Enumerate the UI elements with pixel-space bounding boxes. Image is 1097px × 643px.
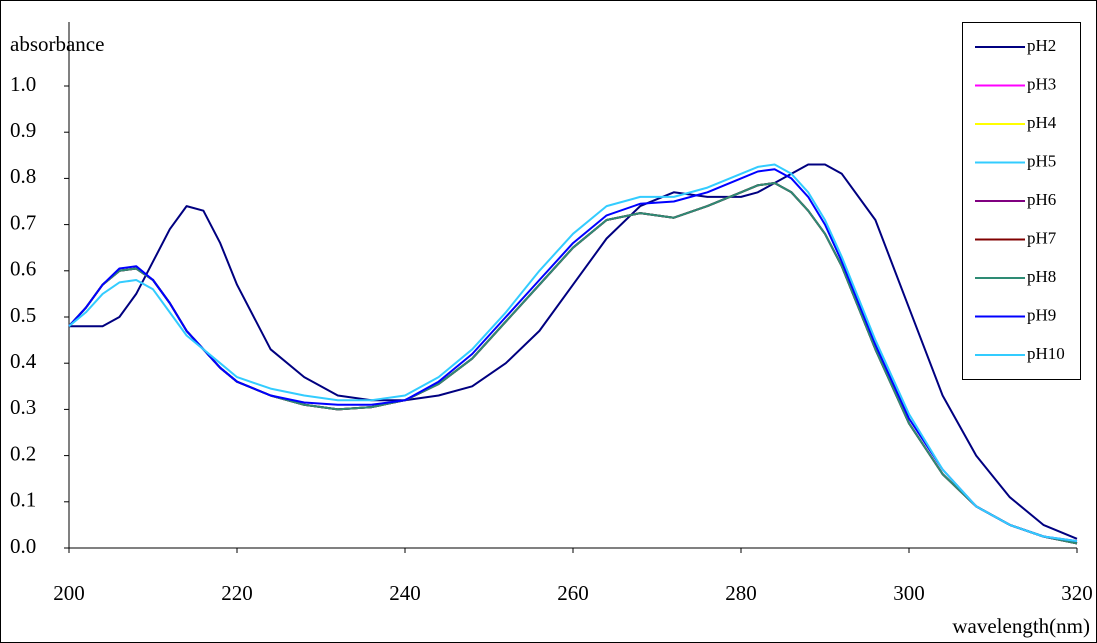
legend-label: pH8 bbox=[1027, 267, 1056, 286]
legend-label: pH9 bbox=[1027, 305, 1056, 324]
y-tick-label: 0.6 bbox=[10, 257, 36, 281]
y-tick-label: 0.8 bbox=[10, 164, 36, 188]
x-tick-label: 320 bbox=[1061, 581, 1093, 605]
x-tick-label: 260 bbox=[557, 581, 589, 605]
legend: pH2 pH3 pH4 pH5 pH6 pH7 pH8 pH9 pH10 bbox=[963, 23, 1081, 380]
legend-label: pH3 bbox=[1027, 74, 1056, 93]
x-tick-label: 220 bbox=[221, 581, 253, 605]
y-tick-label: 1.0 bbox=[10, 72, 36, 96]
y-tick-label: 0.4 bbox=[10, 349, 37, 373]
chart-border bbox=[1, 1, 1097, 643]
chart: absorbance wavelength(nm) 0.0 0.1 0.2 0.3 0.… bbox=[0, 0, 1097, 643]
x-tick-label: 240 bbox=[389, 581, 421, 605]
y-tick-label: 0.1 bbox=[10, 488, 36, 512]
y-tick-label: 0.2 bbox=[10, 441, 36, 465]
y-tick-label: 0.5 bbox=[10, 303, 36, 327]
y-tick-label: 0.9 bbox=[10, 118, 36, 142]
legend-label: pH7 bbox=[1027, 228, 1057, 247]
x-tick-label: 200 bbox=[53, 581, 85, 605]
legend-label: pH6 bbox=[1027, 190, 1056, 209]
x-axis-label: wavelength(nm) bbox=[952, 614, 1090, 638]
y-tick-label: 0.3 bbox=[10, 395, 36, 419]
x-tick-label: 300 bbox=[893, 581, 925, 605]
y-axis-label: absorbance bbox=[10, 32, 104, 56]
legend-label: pH4 bbox=[1027, 113, 1057, 132]
legend-label: pH5 bbox=[1027, 151, 1056, 170]
legend-label: pH10 bbox=[1027, 344, 1065, 363]
y-tick-label: 0.7 bbox=[10, 210, 36, 234]
x-tick-label: 280 bbox=[725, 581, 757, 605]
legend-label: pH2 bbox=[1027, 36, 1056, 55]
y-tick-label: 0.0 bbox=[10, 534, 36, 558]
